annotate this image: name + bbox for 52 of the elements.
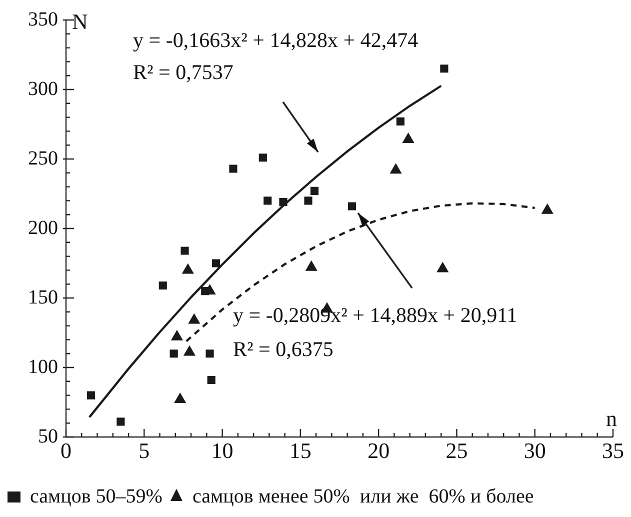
y-tick-label: 250: [28, 147, 58, 170]
x-axis-title: n: [606, 406, 617, 431]
point: [212, 259, 220, 268]
point: [390, 164, 402, 174]
x-tick-label: 25: [446, 438, 468, 463]
point: [310, 186, 319, 196]
point: [86, 391, 96, 400]
point: [206, 350, 214, 358]
point: [116, 418, 125, 426]
point: [188, 314, 200, 324]
x-tick-label: 30: [524, 438, 546, 463]
x-tick-label: 10: [211, 438, 234, 463]
y-tick-label: 50: [38, 425, 58, 448]
x-tick-label: 35: [602, 438, 624, 463]
line-series: [185, 202, 536, 342]
legend-label: самцов менее 50% или же 60% и более: [192, 485, 534, 508]
point: [170, 350, 178, 358]
point: [279, 198, 288, 206]
point: [201, 287, 210, 296]
point: [229, 164, 238, 173]
point: [207, 376, 216, 384]
y-tick-label: 200: [28, 216, 58, 239]
annotation: R² = 0,7537: [133, 60, 234, 84]
annotation: R² = 0,6375: [233, 337, 334, 361]
annotation: y = -0,2809x² + 14,889x + 20,911: [233, 303, 518, 327]
point: [396, 117, 404, 126]
point: [264, 196, 272, 205]
point: [436, 262, 448, 272]
y-tick-label: 300: [28, 78, 58, 100]
point: [348, 202, 356, 210]
point: [258, 154, 267, 162]
point: [306, 260, 318, 271]
point: [542, 204, 554, 214]
x-tick-label: 20: [368, 438, 390, 463]
point: [402, 133, 414, 144]
y-tick-label: 350: [28, 8, 58, 30]
point: [174, 392, 186, 403]
x-tick-label: 5: [138, 438, 150, 463]
y-axis-title: N: [72, 8, 88, 34]
point: [184, 346, 196, 356]
x-tick-label: 15: [289, 438, 312, 463]
point: [180, 246, 189, 255]
y-tick-label: 150: [28, 286, 58, 308]
point: [440, 64, 448, 73]
point: [182, 264, 194, 274]
y-tick-label: 100: [28, 356, 58, 378]
x-tick-label: 0: [60, 438, 72, 463]
annotation: y = -0,1663x² + 14,828x + 42,474: [133, 28, 419, 52]
legend-label: самцов 50–59%: [30, 485, 162, 508]
point: [158, 281, 167, 290]
point: [171, 330, 183, 340]
point: [304, 196, 312, 205]
